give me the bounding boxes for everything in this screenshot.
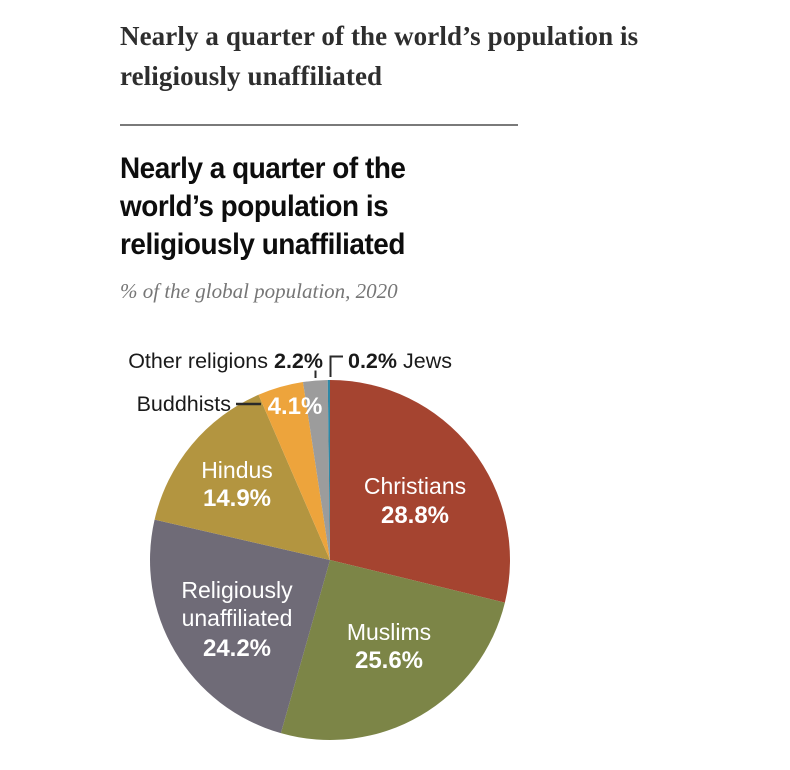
pie-slice-buddhists xyxy=(258,382,330,560)
callout-label-jews: 0.2% Jews xyxy=(348,349,452,373)
article-heading: Nearly a quarter of the world’s populati… xyxy=(120,16,638,96)
chart-title-line-3: religiously unaffiliated xyxy=(120,228,405,261)
slice-label-muslims: Muslims xyxy=(347,619,431,645)
slice-value-religiously-unaffiliated: 24.2% xyxy=(203,635,271,662)
pie-slice-jews xyxy=(327,379,330,560)
article-heading-line-2: religiously unaffiliated xyxy=(120,61,383,91)
pie-slice-christians xyxy=(330,380,510,603)
callout-label-other-religions: Other religions 2.2% xyxy=(128,349,323,373)
pie-slice-hindus xyxy=(154,394,330,560)
leader-bracket-jews xyxy=(329,355,343,377)
slice-value-hindus: 14.9% xyxy=(203,485,271,512)
slice-value-buddhists: 4.1% xyxy=(268,393,323,420)
chart-title: Nearly a quarter of the world’s populatio… xyxy=(120,150,406,264)
chart-title-line-2: world’s population is xyxy=(120,190,389,223)
slice-value-muslims: 25.6% xyxy=(355,647,423,674)
slice-label-religiously-unaffiliated: unaffiliated xyxy=(182,605,293,631)
divider-rule xyxy=(120,124,518,126)
pie-slice-muslims xyxy=(280,560,505,740)
slice-label-hindus: Hindus xyxy=(201,457,273,483)
slice-label-religiously-unaffiliated: Religiously xyxy=(181,577,293,603)
pie-slice-religiously-unaffiliated xyxy=(150,519,330,734)
pie-slice-other-religions xyxy=(302,380,330,560)
chart-title-line-1: Nearly a quarter of the xyxy=(120,152,406,185)
slice-value-christians: 28.8% xyxy=(381,502,449,529)
callout-label-buddhists: Buddhists xyxy=(137,392,231,416)
chart-subtitle: % of the global population, 2020 xyxy=(120,279,398,303)
slice-label-christians: Christians xyxy=(364,473,466,499)
article-heading-line-1: Nearly a quarter of the world’s populati… xyxy=(120,21,639,51)
